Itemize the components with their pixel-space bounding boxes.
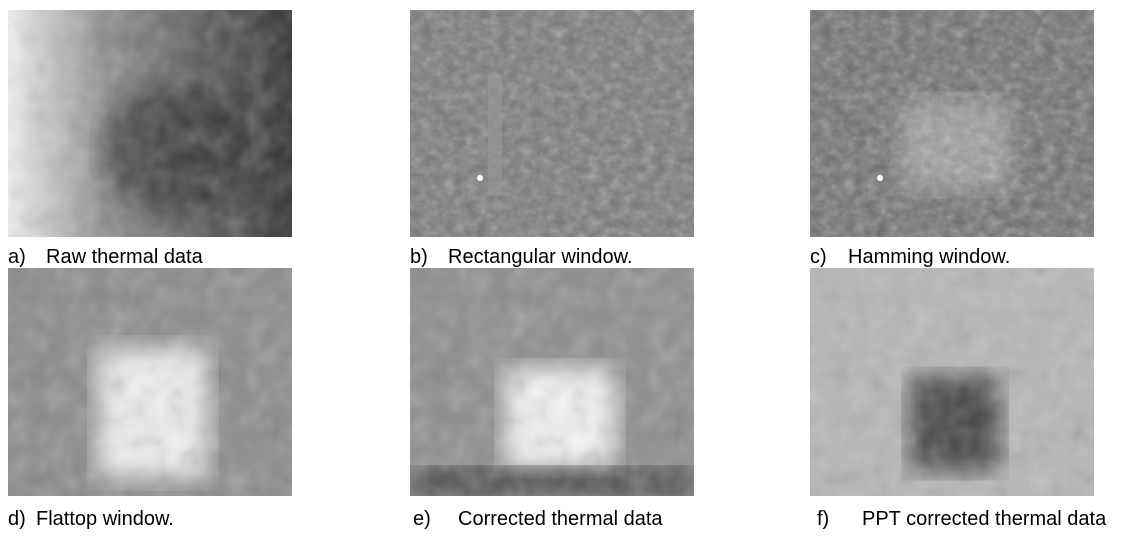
caption-label: c) — [810, 246, 827, 268]
caption: b) Rectangular window. — [410, 246, 633, 268]
caption-text: Flattop window. — [36, 508, 174, 530]
thermal-image — [8, 268, 292, 496]
thermal-image — [410, 268, 694, 496]
caption: c) Hamming window. — [810, 246, 1010, 268]
thermal-image — [8, 10, 292, 237]
caption-label: d) — [8, 508, 26, 530]
caption-label: f) — [817, 508, 830, 530]
caption: f) PPT corrected thermal data — [817, 508, 1132, 530]
thermal-image — [810, 268, 1094, 496]
caption: e) Corrected thermal data — [413, 508, 663, 530]
caption-text: Corrected thermal data — [458, 508, 663, 530]
caption: a) Raw thermal data — [8, 246, 203, 268]
caption: d) Flattop window. — [8, 508, 174, 530]
caption-text: Rectangular window. — [448, 246, 633, 268]
thermal-image — [810, 10, 1094, 237]
caption-label: a) — [8, 246, 26, 268]
caption-label: e) — [413, 508, 431, 530]
thermal-image — [410, 10, 694, 237]
caption-label: b) — [410, 246, 428, 268]
caption-text: Raw thermal data — [46, 246, 203, 268]
caption-text: Hamming window. — [848, 246, 1011, 268]
caption-text: PPT corrected thermal data — [862, 508, 1107, 530]
